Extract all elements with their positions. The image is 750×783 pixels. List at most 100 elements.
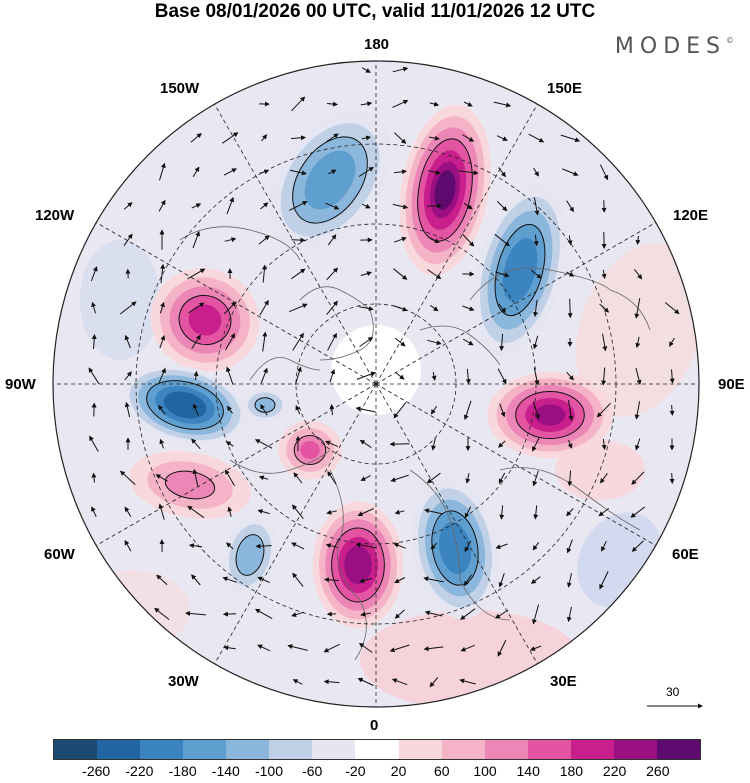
wind-vector-arrow (460, 608, 476, 620)
wind-vector-arrow (630, 506, 646, 518)
wind-vector-arrow (634, 401, 641, 420)
wind-vector-arrow (192, 403, 199, 416)
wind-vector-arrow (329, 403, 335, 416)
wind-vector-arrow (91, 472, 97, 483)
wind-vector-arrow (566, 539, 573, 554)
wind-vector-arrow (599, 164, 609, 181)
anomaly-europe-high (312, 501, 404, 629)
wind-vector-arrow (224, 237, 237, 243)
anomaly-contour-fill (508, 248, 532, 292)
wind-vector-arrow (423, 646, 444, 652)
wind-vector-arrow (361, 135, 372, 141)
wind-vector-arrow (464, 540, 472, 553)
wind-vector-arrow (326, 509, 337, 515)
wind-vector-arrow (294, 366, 302, 385)
wind-vector-arrow (567, 440, 573, 449)
colorbar-tick-label: 260 (646, 763, 670, 779)
wind-vector-arrow (631, 540, 644, 552)
label-lon-30w: 30W (168, 673, 199, 690)
wind-vector-arrow (222, 611, 237, 617)
wind-vector-arrow (532, 470, 539, 487)
wind-vector-arrow (560, 134, 581, 143)
latitude-circle (135, 143, 617, 625)
wind-vector-arrow (599, 303, 610, 313)
background-anomaly-patch (80, 240, 160, 360)
wind-vector-arrow (601, 540, 607, 552)
coastline (329, 469, 367, 661)
wind-vector-arrow (495, 271, 510, 278)
wind-vector-arrow (360, 475, 371, 481)
wind-vector-arrow (566, 573, 572, 588)
wind-vector-arrow (289, 201, 308, 211)
wind-vector-arrow (458, 170, 479, 176)
wind-vector-arrow (601, 367, 607, 386)
wind-vector-arrow (430, 542, 438, 550)
wind-vector-arrow (360, 271, 373, 277)
label-lon-150w: 150W (160, 80, 200, 97)
anomaly-arctic-low (240, 387, 290, 423)
colorbar-swatch (527, 740, 571, 759)
wind-vector-arrow (495, 543, 508, 550)
wind-vector-arrow (499, 333, 505, 352)
colorbar-swatch (183, 740, 227, 759)
label-lon-0: 0 (370, 717, 379, 734)
wind-vector-arrow (361, 203, 371, 209)
wind-vector-arrow (495, 609, 509, 619)
wind-vector-arrow (635, 367, 642, 385)
wind-vector-arrow (499, 403, 506, 418)
wind-vector-arrow (669, 369, 675, 384)
wind-vector-arrow (634, 298, 641, 319)
wind-vector-arrow (359, 336, 374, 347)
anomaly-atlantic-high (129, 451, 251, 519)
label-lon-30e: 30E (550, 673, 577, 690)
wind-vector-arrow (462, 338, 474, 346)
wind-vector-arrow (192, 166, 200, 177)
wind-vector-arrow (393, 169, 407, 175)
wind-vector-arrow (261, 134, 268, 142)
anomaly-canada-low (121, 364, 249, 446)
wind-vector-arrow (325, 543, 338, 549)
wind-vector-arrow (260, 202, 269, 210)
label-lon-60e: 60E (672, 546, 699, 563)
wind-vector-arrow (635, 235, 641, 245)
wind-vector-arrow (257, 576, 270, 584)
coastline (469, 267, 651, 331)
wind-vector-arrow (323, 679, 340, 685)
label-lon-120e: 120E (673, 207, 709, 224)
anomaly-north-atlantic-low (221, 513, 279, 597)
wind-vector-arrow (465, 368, 471, 385)
wind-vector-arrow (392, 99, 409, 108)
wind-vector-arrow (158, 404, 166, 415)
wind-vector-arrow (394, 132, 407, 144)
wind-vector-arrow (533, 234, 539, 247)
wind-vector-arrow (292, 679, 303, 685)
wind-vector-arrow (426, 472, 441, 484)
wind-vector-arrow (156, 574, 168, 586)
meridian-line (375, 383, 538, 664)
coastline (499, 467, 641, 531)
wind-vector-arrow (291, 268, 306, 280)
wind-vector-arrow (289, 303, 308, 313)
wind-vector-arrow (598, 507, 610, 517)
wind-vector-arrow (225, 469, 235, 487)
wind-vector-arrow (430, 405, 438, 415)
meridian-line (214, 383, 377, 664)
wind-vector-arrow (429, 101, 440, 107)
wind-vector-arrow (562, 168, 579, 176)
wind-vector-arrow (158, 503, 165, 520)
wind-vector-arrow (254, 439, 273, 449)
colorbar-swatch (613, 740, 657, 759)
wind-vector-arrow (496, 135, 508, 141)
wind-vector-arrow (631, 471, 645, 485)
wind-vector-arrow (259, 169, 270, 175)
colorbar-tick-label: -100 (254, 763, 284, 779)
wind-vector-arrow (222, 132, 239, 144)
wind-vector-arrow (154, 607, 170, 620)
wind-vector-arrow (428, 170, 441, 175)
wind-vector-arrow (187, 505, 205, 519)
wind-vector-arrow (532, 401, 540, 420)
colorbar-tick-label: -140 (211, 763, 240, 779)
wind-vector-arrow (123, 202, 133, 210)
wind-vector-arrow (327, 332, 337, 351)
wind-vector-arrow (223, 645, 236, 651)
